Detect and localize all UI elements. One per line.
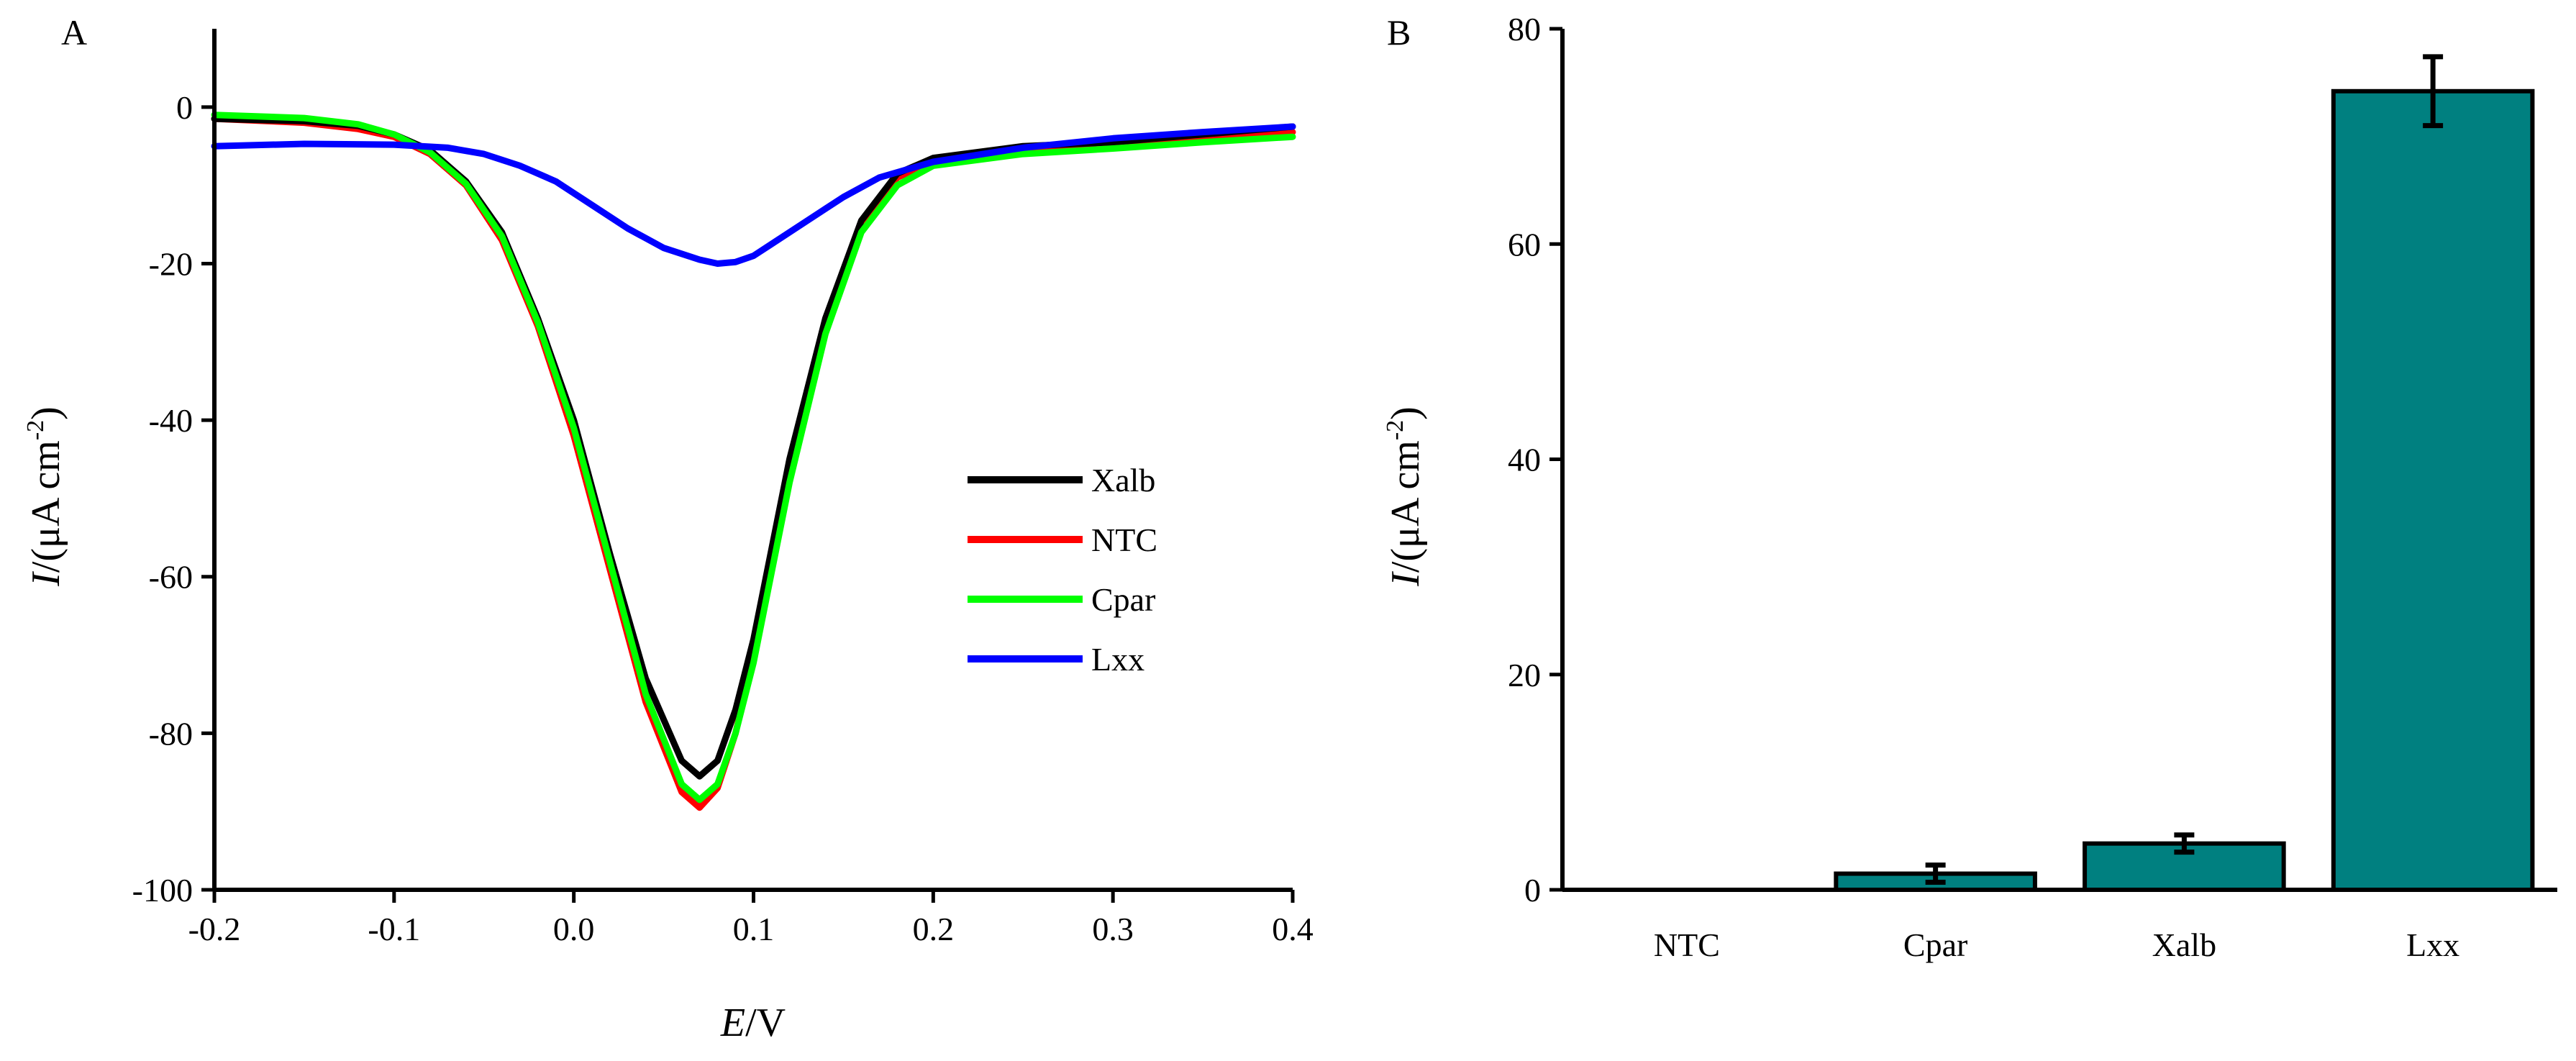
x-tick-label: 0.0 <box>553 911 595 947</box>
y-axis-title-close: ) <box>24 406 68 420</box>
y-tick-label: -20 <box>149 245 193 282</box>
y-tick-label: -80 <box>149 715 193 752</box>
x-axis-title-rest: /V <box>745 1001 786 1045</box>
y-tick-label-b: 40 <box>1508 442 1541 478</box>
y-tick-label: 0 <box>176 89 193 126</box>
x-tick-label: 0.1 <box>733 911 775 947</box>
y-tick-label-b: 80 <box>1508 11 1541 47</box>
series-line-lxx <box>211 123 1296 267</box>
panel-label-a: A <box>61 12 87 53</box>
y-axis-title-sup: -2 <box>22 420 49 440</box>
x-tick-label: -0.1 <box>368 911 420 947</box>
y-axis-title-b-sup: -2 <box>1382 420 1408 440</box>
y-axis-title-b-rest: /(μA cm <box>1383 440 1428 573</box>
legend: Xalb NTC Cpar Lxx <box>968 462 1157 678</box>
x-tick-label: 0.3 <box>1092 911 1134 947</box>
y-axis-title-b-italic: I <box>1383 571 1428 587</box>
x-tick-label: -0.2 <box>188 911 241 947</box>
y-tick-label: -40 <box>149 402 193 439</box>
y-axis-title-rest: /(μA cm <box>24 440 68 573</box>
x-axis-title-italic: E <box>720 1001 745 1045</box>
y-axis-ticks: -100 -80 -60 -40 -20 0 <box>132 89 214 909</box>
category-label-lxx: Lxx <box>2406 926 2459 963</box>
y-axis-title-italic: I <box>24 571 68 587</box>
y-axis-title: I/(μA cm-2) <box>22 406 68 587</box>
legend-label-lxx: Lxx <box>1091 641 1144 678</box>
legend-label-xalb: Xalb <box>1091 462 1155 498</box>
bar-chart-panel: B 0 20 40 60 80 NTC Cpar Xalb Lxx I/(μA cm-2) <box>1382 11 2557 963</box>
panel-label-b: B <box>1387 12 1411 53</box>
category-label-xalb: Xalb <box>2152 926 2216 963</box>
x-axis-ticks: -0.2 -0.1 0.0 0.1 0.2 0.3 0.4 <box>188 890 1314 947</box>
y-tick-label-b: 20 <box>1508 657 1541 693</box>
x-axis-title: E/V <box>720 1001 786 1045</box>
legend-label-ntc: NTC <box>1091 522 1157 558</box>
y-tick-label: -60 <box>149 559 193 596</box>
category-labels: NTC Cpar Xalb Lxx <box>1654 926 2459 963</box>
line-chart-panel: A -0.2 -0.1 0.0 0.1 0.2 0.3 0.4 -100-80-60-40-… <box>22 12 1314 1045</box>
y-tick-label-b: 0 <box>1524 872 1541 909</box>
legend-label-cpar: Cpar <box>1091 581 1155 618</box>
y-tick-label-b: 60 <box>1508 226 1541 263</box>
y-axis-title-b-close: ) <box>1383 406 1428 420</box>
x-tick-label: 0.2 <box>913 911 955 947</box>
y-tick-label: -100 <box>132 872 193 909</box>
series-line-xalb <box>211 115 1296 780</box>
bars-layer <box>1834 54 2535 893</box>
series-line-cpar <box>211 111 1296 803</box>
bar-lxx <box>2331 88 2535 893</box>
y-axis-ticks-b: 0 20 40 60 80 <box>1508 11 1562 909</box>
category-label-ntc: NTC <box>1654 926 1720 963</box>
y-axis-title-b: I/(μA cm-2) <box>1382 406 1428 587</box>
category-label-cpar: Cpar <box>1903 926 1967 963</box>
series-layer <box>211 111 1296 811</box>
x-tick-label: 0.4 <box>1272 911 1314 947</box>
